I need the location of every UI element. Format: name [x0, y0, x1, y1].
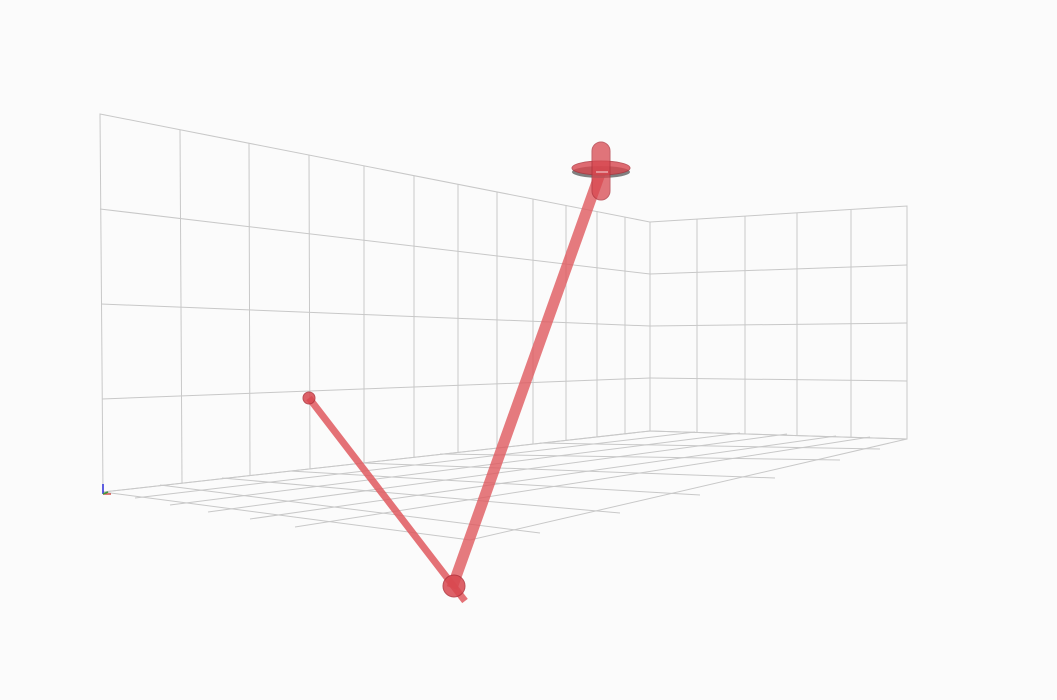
robot-arm[interactable] [302, 141, 631, 604]
end-effector-cylinder [591, 141, 611, 201]
end-effector[interactable] [571, 141, 631, 201]
lower-arm-link[interactable] [306, 395, 468, 604]
grid-right-wall [649, 205, 908, 440]
y-axis-indicator [102, 491, 109, 495]
elbow-joint[interactable] [302, 391, 316, 405]
shoulder-joint[interactable] [442, 574, 466, 598]
origin-axes [102, 484, 111, 495]
grid-left-wall [99, 113, 651, 493]
upper-arm-link[interactable] [446, 166, 608, 590]
